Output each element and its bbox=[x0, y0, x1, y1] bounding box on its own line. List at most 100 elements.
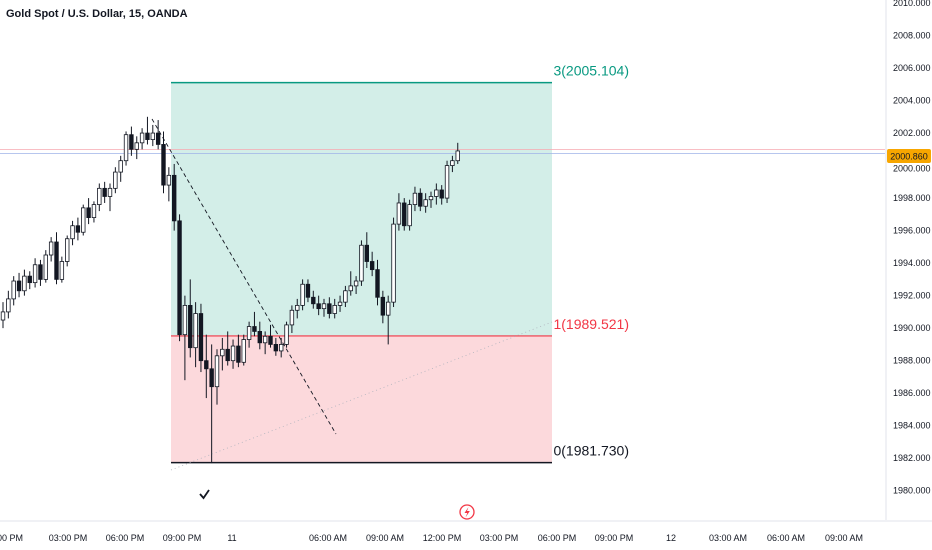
candle bbox=[193, 302, 198, 368]
candle-body bbox=[48, 241, 54, 256]
time-tick-label: 09:00 PM bbox=[595, 533, 634, 543]
time-tick-label: 12 bbox=[666, 533, 676, 543]
candles bbox=[0, 116, 460, 464]
candle bbox=[311, 290, 316, 309]
candle-body bbox=[123, 134, 129, 162]
candle bbox=[407, 199, 412, 231]
candle-body bbox=[139, 132, 145, 144]
candle bbox=[48, 237, 54, 262]
candle bbox=[22, 269, 27, 296]
candle bbox=[198, 303, 204, 373]
candle-body bbox=[450, 160, 455, 166]
price-tick-label: 2002.000 bbox=[893, 128, 931, 138]
candle-body bbox=[343, 290, 348, 303]
candle bbox=[0, 302, 6, 329]
candle bbox=[423, 193, 428, 213]
candle-body bbox=[444, 165, 450, 199]
time-tick-label: 06:00 AM bbox=[767, 533, 805, 543]
price-tick-label: 2010.000 bbox=[893, 0, 931, 8]
candle bbox=[204, 334, 209, 399]
time-axis[interactable]: 00 PM 03:00 PM 06:00 PM 09:00 PM 11 06:00 AM 0… bbox=[0, 520, 932, 543]
candle bbox=[439, 185, 444, 205]
price-badge: 2000.860 bbox=[887, 149, 931, 163]
price-tick-label: 1992.000 bbox=[893, 291, 931, 301]
candle-body bbox=[118, 160, 123, 173]
time-tick-label: 03:00 AM bbox=[709, 533, 747, 543]
candle-body bbox=[428, 196, 434, 201]
candle-body bbox=[412, 192, 418, 206]
price-badge-label: 2000.860 bbox=[890, 152, 928, 162]
candle bbox=[139, 128, 145, 150]
candle-body bbox=[155, 132, 161, 145]
price-tick-label: 1988.000 bbox=[893, 356, 931, 366]
candle bbox=[316, 295, 321, 316]
candle bbox=[59, 256, 65, 283]
candle bbox=[16, 272, 22, 298]
candle-body bbox=[0, 311, 6, 321]
candle bbox=[284, 321, 289, 348]
candle-body bbox=[209, 368, 214, 388]
candle-body bbox=[236, 345, 241, 363]
candle bbox=[209, 344, 214, 464]
annotations bbox=[151, 118, 553, 471]
candle bbox=[70, 220, 75, 246]
target-level-label: 3(2005.104) bbox=[553, 63, 629, 79]
candle-body bbox=[246, 326, 252, 340]
grid bbox=[0, 149, 885, 154]
candle-body bbox=[337, 301, 343, 306]
candle-body bbox=[268, 335, 273, 345]
candle bbox=[444, 160, 450, 203]
price-tick-label: 1984.000 bbox=[893, 421, 931, 431]
stop-level-label: 0(1981.730) bbox=[553, 443, 629, 459]
candle bbox=[155, 120, 161, 150]
candle-body bbox=[380, 296, 386, 316]
candle bbox=[273, 337, 279, 356]
candle-body bbox=[385, 301, 391, 316]
candle bbox=[450, 155, 455, 173]
candle bbox=[177, 214, 182, 342]
candle-body bbox=[22, 275, 27, 292]
candle bbox=[295, 298, 300, 319]
candle-body bbox=[230, 345, 236, 362]
price-axis[interactable]: 1980.000 1982.000 1984.000 1986.000 1988.000… bbox=[885, 0, 931, 520]
candle bbox=[380, 290, 386, 324]
candle-body bbox=[300, 283, 305, 306]
candle bbox=[43, 250, 48, 283]
candle-body bbox=[396, 202, 402, 225]
candle bbox=[230, 339, 236, 369]
price-tick-label: 1982.000 bbox=[893, 453, 931, 463]
price-tick-label: 1980.000 bbox=[893, 486, 931, 496]
candle-body bbox=[198, 313, 204, 362]
candle-body bbox=[129, 134, 134, 150]
candle bbox=[241, 334, 246, 366]
candle bbox=[220, 337, 225, 371]
price-tick-label: 1986.000 bbox=[893, 388, 931, 398]
time-tick-label: 03:00 PM bbox=[480, 533, 519, 543]
candle bbox=[171, 163, 177, 231]
candle-body bbox=[439, 189, 444, 199]
candle-body bbox=[220, 348, 225, 357]
candle bbox=[348, 271, 353, 296]
candle-body bbox=[391, 223, 396, 303]
candle bbox=[118, 155, 123, 182]
long-position-tool[interactable]: 3(2005.104) 1(1989.521) 0(1981.730) bbox=[171, 63, 629, 464]
candle-body bbox=[81, 207, 86, 233]
candle bbox=[402, 198, 407, 231]
flash-icon[interactable] bbox=[459, 504, 475, 520]
candle-body bbox=[59, 261, 65, 280]
candle bbox=[225, 331, 230, 366]
candle-body bbox=[11, 280, 16, 300]
candle-body bbox=[43, 254, 48, 280]
candle-body bbox=[161, 144, 166, 186]
candle bbox=[262, 331, 268, 355]
time-tick-label: 03:00 PM bbox=[49, 533, 88, 543]
candle-body bbox=[171, 174, 177, 222]
candle bbox=[11, 276, 16, 306]
candle-body bbox=[38, 264, 43, 280]
candle bbox=[268, 324, 273, 348]
candle-body bbox=[6, 298, 11, 313]
time-tick-label: 09:00 AM bbox=[825, 533, 863, 543]
candle-body bbox=[166, 174, 172, 186]
candle-body bbox=[75, 225, 81, 233]
